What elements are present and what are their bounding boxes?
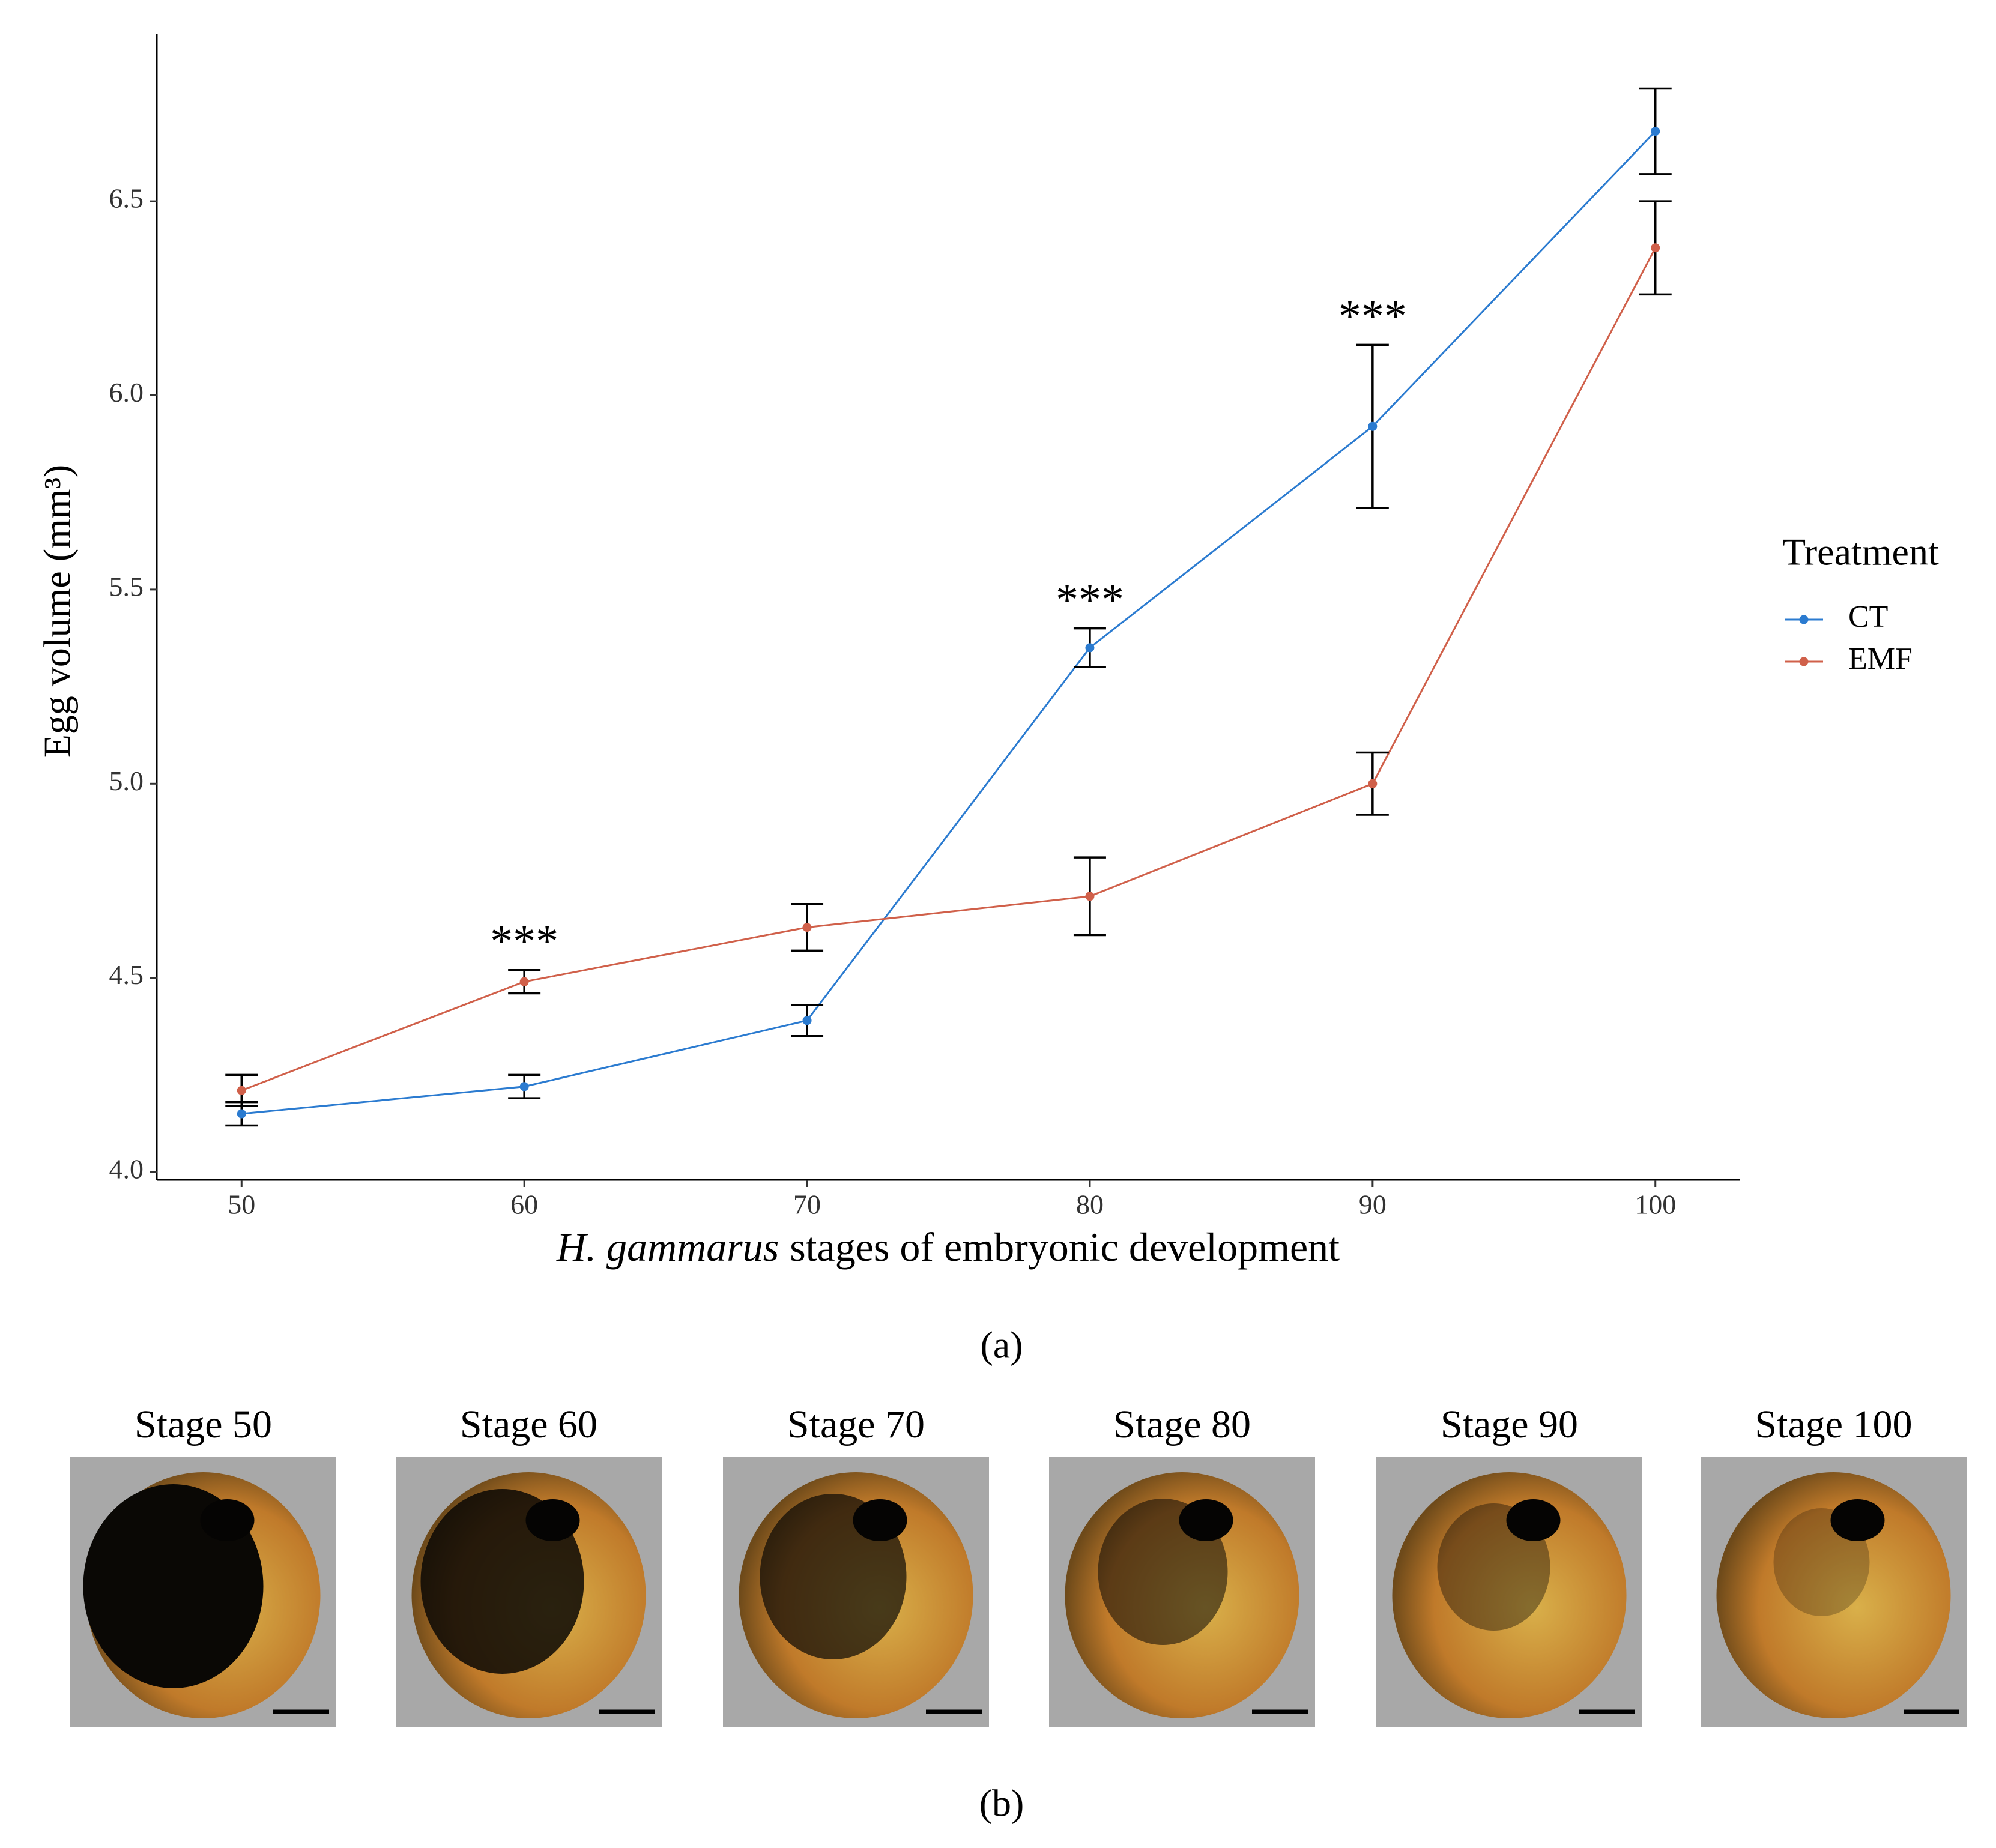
panel-label: (b) xyxy=(979,1782,1024,1825)
egg xyxy=(1716,1472,1951,1718)
y-tick-label: 4.5 xyxy=(109,959,144,990)
x-tick-label: 90 xyxy=(1359,1189,1387,1220)
legend-label: EMF xyxy=(1848,642,1913,676)
egg-eye xyxy=(1506,1499,1561,1541)
legend-label: CT xyxy=(1848,600,1888,634)
y-tick-label: 4.0 xyxy=(109,1154,144,1185)
stage-title: Stage 90 xyxy=(1441,1403,1578,1446)
data-point xyxy=(1651,243,1660,253)
y-tick-label: 5.5 xyxy=(109,571,144,602)
data-point xyxy=(1651,127,1660,136)
x-tick-label: 70 xyxy=(793,1189,821,1220)
legend-swatch-point xyxy=(1799,657,1809,666)
data-point xyxy=(1368,779,1378,788)
panel-label: (a) xyxy=(980,1324,1023,1366)
significance-annotation: *** xyxy=(490,916,558,967)
legend-swatch-point xyxy=(1799,615,1809,624)
egg xyxy=(1392,1472,1627,1718)
stage-image xyxy=(70,1457,336,1727)
series-line xyxy=(241,130,1656,1115)
significance-annotation: *** xyxy=(1338,291,1407,342)
legend-title: Treatment xyxy=(1782,531,1939,573)
significance-annotation: *** xyxy=(1056,575,1124,625)
stage-title: Stage 70 xyxy=(787,1403,925,1446)
data-point xyxy=(1368,421,1378,431)
stage-title: Stage 60 xyxy=(460,1403,597,1446)
x-tick-label: 50 xyxy=(228,1189,255,1220)
series-line xyxy=(241,247,1657,1092)
data-point xyxy=(237,1086,246,1095)
egg-eye xyxy=(853,1499,907,1541)
y-tick-label: 6.5 xyxy=(109,183,144,214)
data-point xyxy=(237,1109,246,1119)
stage-image xyxy=(1376,1457,1642,1727)
egg-eye xyxy=(525,1499,580,1541)
x-axis-label: H. gammarus stages of embryonic developme… xyxy=(556,1224,1340,1270)
x-tick-label: 60 xyxy=(510,1189,538,1220)
stage-title: Stage 50 xyxy=(135,1403,272,1446)
x-axis-label-species: H. gammarus xyxy=(556,1224,779,1270)
stage-title: Stage 80 xyxy=(1113,1403,1251,1446)
stage-image xyxy=(1701,1457,1967,1727)
data-point xyxy=(519,977,529,986)
x-tick-label: 100 xyxy=(1635,1189,1676,1220)
egg-eye xyxy=(1179,1499,1233,1541)
x-tick-label: 80 xyxy=(1076,1189,1104,1220)
data-point xyxy=(1085,892,1095,901)
stage-image xyxy=(723,1457,989,1727)
data-point xyxy=(802,923,812,932)
egg-eye xyxy=(200,1499,255,1541)
data-point xyxy=(1085,643,1095,653)
data-point xyxy=(802,1016,812,1025)
stage-title: Stage 100 xyxy=(1755,1403,1912,1446)
stage-image xyxy=(1049,1457,1315,1727)
y-tick-label: 6.0 xyxy=(109,377,144,408)
stage-image xyxy=(396,1457,662,1727)
y-tick-label: 5.0 xyxy=(109,765,144,796)
x-axis-label-text: stages of embryonic development xyxy=(790,1224,1340,1270)
data-point xyxy=(519,1082,529,1092)
y-axis-label: Egg volume (mm³) xyxy=(36,465,79,758)
egg-eye xyxy=(1830,1499,1885,1541)
